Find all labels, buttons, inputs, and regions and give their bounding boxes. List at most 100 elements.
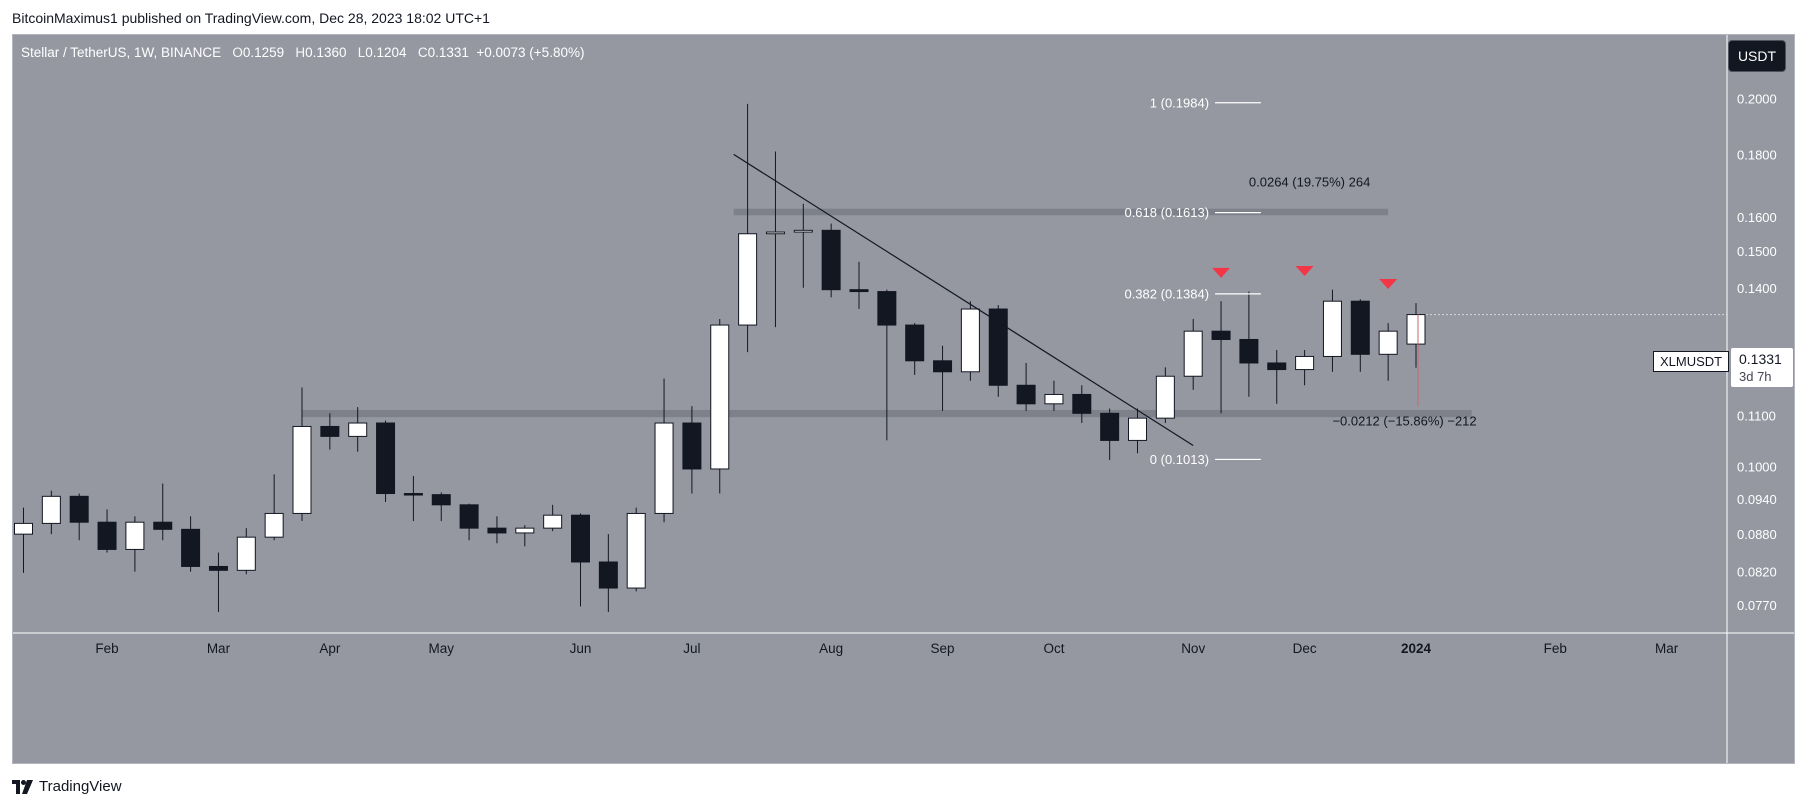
x-tick-label: Aug bbox=[819, 641, 843, 656]
currency-button[interactable]: USDT bbox=[1728, 40, 1786, 72]
x-tick-label: Jun bbox=[570, 641, 592, 656]
candle-body bbox=[1183, 330, 1203, 377]
x-tick-label: Mar bbox=[1655, 641, 1679, 656]
candle-body bbox=[459, 504, 479, 529]
x-tick-label: Sep bbox=[931, 641, 955, 656]
candle-body bbox=[292, 425, 312, 514]
candle-body bbox=[710, 324, 730, 470]
candle-body bbox=[738, 233, 758, 326]
candle-body bbox=[320, 425, 340, 437]
y-tick-label: 0.1100 bbox=[1737, 409, 1776, 424]
tradingview-logo[interactable]: TradingView bbox=[12, 778, 122, 795]
fib-level-label: 0.382 (0.1384) bbox=[1124, 286, 1209, 301]
chart-panel[interactable]: 0.20000.18000.16000.15000.14000.12000.11… bbox=[12, 34, 1795, 764]
candle-body bbox=[1100, 412, 1120, 441]
price-chart[interactable]: 0.20000.18000.16000.15000.14000.12000.11… bbox=[13, 35, 1794, 763]
candle-body bbox=[598, 561, 618, 589]
tradingview-logo-text: TradingView bbox=[39, 778, 122, 795]
plot-area bbox=[13, 35, 1727, 633]
candle-body bbox=[571, 514, 590, 563]
y-tick-label: 0.0770 bbox=[1737, 598, 1777, 613]
time-scale bbox=[13, 633, 1794, 763]
candle-body bbox=[403, 493, 423, 496]
candle-body bbox=[682, 422, 702, 470]
candle-body bbox=[125, 521, 145, 550]
candle-body bbox=[69, 495, 89, 523]
candle-body bbox=[988, 308, 1008, 386]
y-tick-label: 0.1400 bbox=[1737, 281, 1777, 296]
candle-body bbox=[1211, 330, 1231, 340]
y-tick-label: 0.0880 bbox=[1737, 527, 1777, 542]
candle-body bbox=[153, 521, 173, 530]
symbol-tag: XLMUSDT bbox=[1653, 351, 1730, 372]
candle-body bbox=[960, 308, 980, 373]
x-tick-label: Dec bbox=[1293, 641, 1317, 656]
x-tick-label: Apr bbox=[319, 641, 341, 656]
candle-body bbox=[626, 512, 646, 589]
x-tick-label: Feb bbox=[95, 641, 118, 656]
rejection-marker-icon bbox=[1212, 267, 1231, 278]
fib-level-label: 0 (0.1013) bbox=[1150, 452, 1209, 467]
legend-change: +0.0073 (+5.80%) bbox=[476, 45, 585, 60]
candle-body bbox=[933, 360, 953, 373]
candle-body bbox=[1016, 384, 1036, 405]
ohlc-legend: Stellar / TetherUS, 1W, BINANCE O0.1259 … bbox=[21, 45, 584, 60]
candle-body bbox=[515, 527, 535, 534]
candle-body bbox=[821, 229, 841, 291]
x-tick-label: Mar bbox=[207, 641, 231, 656]
candle-body bbox=[1128, 417, 1147, 441]
candle-body bbox=[1322, 300, 1342, 357]
x-tick-label: Feb bbox=[1544, 641, 1567, 656]
candle-body bbox=[264, 512, 284, 538]
resistance-zone bbox=[733, 208, 1389, 216]
candle-body bbox=[793, 229, 813, 233]
candle-body bbox=[181, 528, 201, 567]
candle-body bbox=[236, 536, 256, 571]
trendline bbox=[733, 153, 1194, 447]
legend-low-label: L bbox=[357, 45, 366, 60]
candle-body bbox=[1239, 338, 1259, 364]
candle-body bbox=[543, 514, 563, 529]
candle-body bbox=[431, 494, 451, 506]
y-tick-label: 0.2000 bbox=[1737, 92, 1777, 107]
y-tick-label: 0.1800 bbox=[1737, 147, 1777, 162]
tradingview-logo-icon bbox=[12, 779, 33, 794]
legend-symbol: Stellar / TetherUS, 1W, BINANCE bbox=[21, 45, 222, 60]
x-tick-label: Nov bbox=[1181, 641, 1205, 656]
candle-body bbox=[654, 422, 674, 514]
y-tick-label: 0.0940 bbox=[1737, 492, 1777, 507]
x-tick-label: May bbox=[428, 641, 454, 656]
candle-body bbox=[14, 522, 33, 535]
candle-body bbox=[1044, 393, 1064, 405]
candle-body bbox=[1267, 362, 1287, 371]
candle-body bbox=[97, 521, 117, 550]
rejection-marker-icon bbox=[1379, 278, 1398, 289]
y-tick-label: 0.1000 bbox=[1737, 459, 1777, 474]
candle-body bbox=[348, 422, 368, 437]
x-tick-label: 2024 bbox=[1401, 641, 1432, 656]
legend-high-value: 0.1360 bbox=[305, 45, 347, 60]
fib-level-label: 0.618 (0.1613) bbox=[1124, 205, 1209, 220]
legend-open-value: 0.1259 bbox=[242, 45, 285, 60]
candle-body bbox=[1350, 300, 1370, 355]
legend-open-label: O bbox=[232, 45, 243, 60]
legend-high-label: H bbox=[295, 45, 306, 60]
measure-up-text: 0.0264 (19.75%) 264 bbox=[1249, 174, 1370, 189]
measure-down-text: −0.0212 (−15.86%) −212 bbox=[1332, 413, 1476, 428]
legend-low-value: 0.1204 bbox=[365, 45, 407, 60]
candle-body bbox=[376, 422, 396, 495]
fib-level-label: 1 (0.1984) bbox=[1150, 95, 1209, 110]
bar-countdown: 3d 7h bbox=[1739, 369, 1772, 384]
x-tick-label: Jul bbox=[683, 641, 700, 656]
candle-body bbox=[1406, 314, 1426, 345]
candle-body bbox=[1155, 375, 1175, 419]
last-price: 0.1331 bbox=[1739, 351, 1782, 367]
candle-body bbox=[208, 565, 228, 571]
x-tick-label: Oct bbox=[1043, 641, 1064, 656]
candle-body bbox=[905, 324, 925, 362]
price-scale bbox=[1727, 35, 1794, 633]
candle-body bbox=[1378, 330, 1398, 355]
y-tick-label: 0.1600 bbox=[1737, 210, 1777, 225]
candle-body bbox=[765, 231, 785, 235]
rejection-marker-icon bbox=[1295, 265, 1314, 276]
